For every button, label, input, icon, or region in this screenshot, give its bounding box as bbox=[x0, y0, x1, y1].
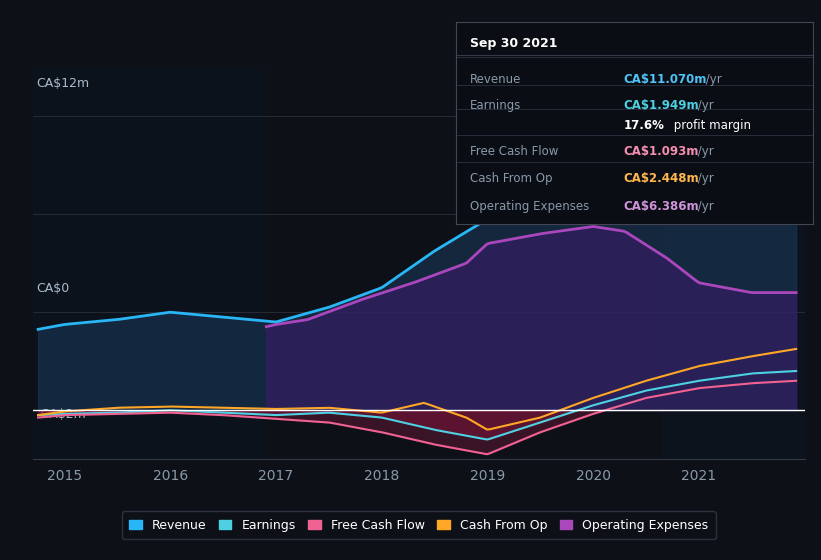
Text: Sep 30 2021: Sep 30 2021 bbox=[470, 36, 557, 49]
Text: Operating Expenses: Operating Expenses bbox=[470, 200, 589, 213]
Text: CA$11.070m: CA$11.070m bbox=[623, 73, 707, 86]
Text: /yr: /yr bbox=[695, 146, 714, 158]
Text: CA$1.949m: CA$1.949m bbox=[623, 99, 699, 112]
Text: /yr: /yr bbox=[695, 171, 714, 185]
Text: /yr: /yr bbox=[695, 200, 714, 213]
Text: Earnings: Earnings bbox=[470, 99, 521, 112]
Text: /yr: /yr bbox=[695, 99, 714, 112]
Text: Cash From Op: Cash From Op bbox=[470, 171, 553, 185]
Text: Revenue: Revenue bbox=[470, 73, 521, 86]
Bar bbox=[662, 67, 805, 459]
Text: CA$2.448m: CA$2.448m bbox=[623, 171, 699, 185]
Text: /yr: /yr bbox=[702, 73, 722, 86]
Text: CA$6.386m: CA$6.386m bbox=[623, 200, 699, 213]
Legend: Revenue, Earnings, Free Cash Flow, Cash From Op, Operating Expenses: Revenue, Earnings, Free Cash Flow, Cash … bbox=[122, 511, 716, 539]
Text: CA$12m: CA$12m bbox=[37, 77, 89, 90]
Text: -CA$2m: -CA$2m bbox=[37, 408, 86, 421]
Bar bbox=[33, 67, 265, 459]
Text: 17.6%: 17.6% bbox=[623, 119, 664, 132]
Text: CA$0: CA$0 bbox=[37, 282, 70, 295]
Text: CA$1.093m: CA$1.093m bbox=[623, 146, 699, 158]
Text: profit margin: profit margin bbox=[670, 119, 751, 132]
Text: Free Cash Flow: Free Cash Flow bbox=[470, 146, 558, 158]
